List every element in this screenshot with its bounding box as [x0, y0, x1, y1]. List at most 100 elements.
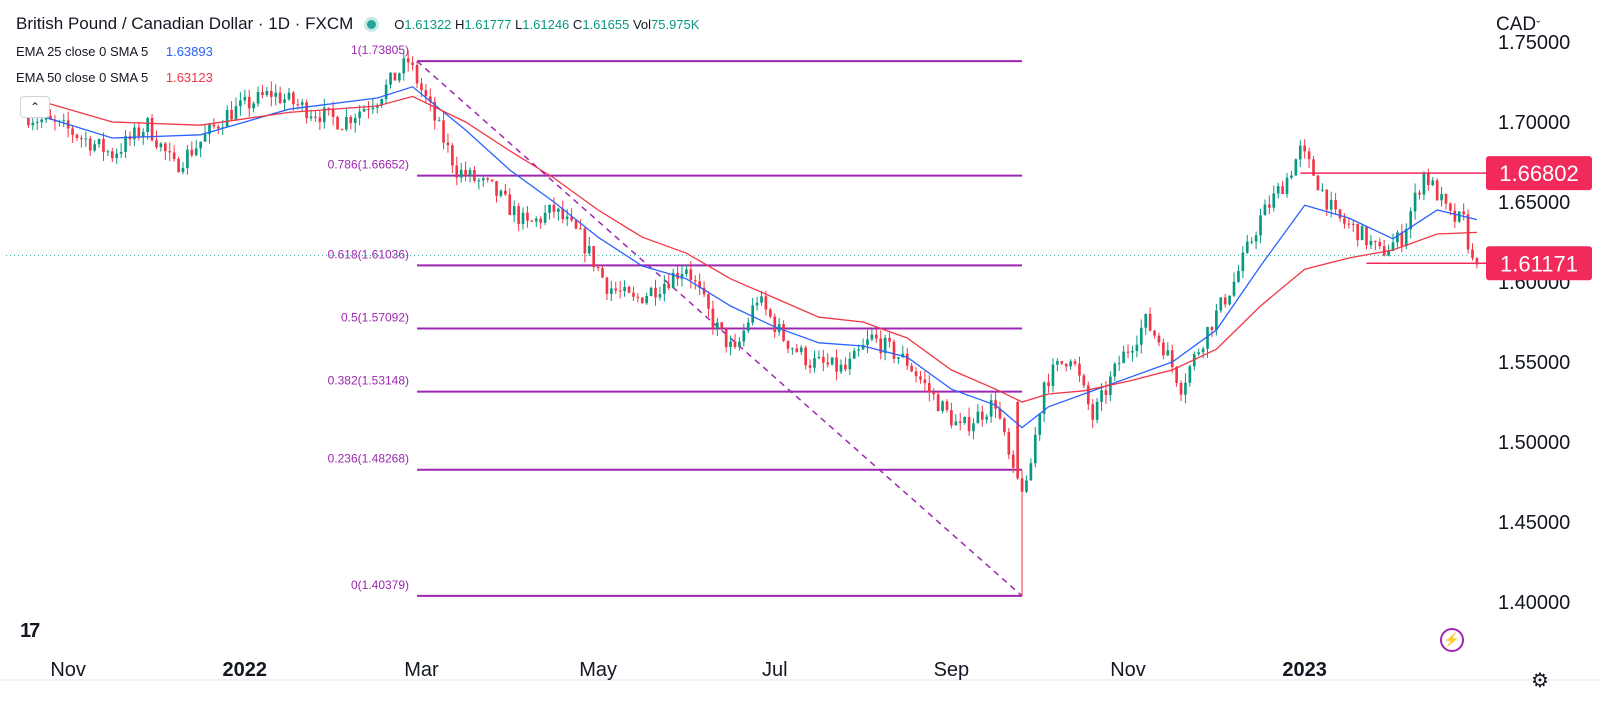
candle-body — [1453, 210, 1457, 222]
candle-body — [945, 401, 949, 411]
candle-body — [565, 216, 569, 220]
market-status-icon — [367, 19, 377, 29]
candle-body — [1215, 310, 1218, 330]
candle-body — [852, 350, 856, 359]
candle-body — [1462, 211, 1465, 215]
symbol-title[interactable]: British Pound / Canadian Dollar · 1D · F… — [16, 14, 354, 33]
candle-body — [1025, 480, 1028, 492]
fib-level-label: 0.236(1.48268) — [328, 452, 409, 466]
candle-body — [495, 181, 498, 196]
candle-body — [1268, 204, 1271, 208]
candle-body — [729, 341, 732, 348]
candle-body — [1219, 297, 1223, 311]
candle-body — [230, 109, 233, 120]
candle-body — [786, 340, 790, 349]
chevron-up-icon[interactable]: ⌃ — [20, 96, 50, 118]
candle-body — [1091, 404, 1095, 420]
candle-body — [349, 116, 353, 124]
high-value: 1.61777 — [464, 16, 512, 32]
candle-body — [442, 120, 445, 143]
candle-body — [287, 92, 291, 100]
low-value: 1.61246 — [522, 16, 570, 32]
candle-body — [481, 178, 485, 181]
candle-body — [1431, 180, 1435, 186]
candle-body — [905, 353, 909, 366]
candle-body — [155, 140, 158, 148]
candle-body — [658, 293, 662, 298]
fib-level-label: 0.382(1.53148) — [328, 374, 409, 388]
candle-body — [1011, 454, 1015, 468]
candle-body — [1250, 241, 1254, 243]
candle-body — [605, 277, 609, 294]
candle-body — [265, 90, 269, 96]
volume-value: 75.975K — [651, 16, 700, 32]
candle-body — [1056, 361, 1059, 365]
candle-body — [574, 220, 578, 229]
candle-body — [199, 141, 202, 149]
candle-body — [583, 228, 587, 254]
indicator-ema25[interactable]: EMA 25 close 0 SMA 5 1.63893 — [16, 44, 213, 59]
candle-body — [1139, 327, 1143, 345]
candle-body — [512, 206, 516, 215]
candle-body — [27, 114, 30, 126]
candle-body — [1466, 214, 1470, 250]
currency-menu[interactable]: CADˇ — [1496, 14, 1540, 36]
candle-body — [1228, 295, 1231, 305]
candle-body — [1104, 390, 1108, 396]
candle-body — [976, 411, 980, 424]
candle-body — [225, 109, 229, 128]
candle-body — [477, 180, 481, 182]
candle-body — [1188, 366, 1192, 383]
y-tick-label: 1.40000 — [1498, 592, 1570, 614]
gear-icon[interactable]: ⚙ — [1531, 670, 1549, 692]
candle-body — [1259, 215, 1262, 236]
indicator-ema50[interactable]: EMA 50 close 0 SMA 5 1.63123 — [16, 70, 213, 85]
candle-body — [1179, 382, 1183, 395]
candle-body — [1396, 232, 1399, 243]
candle-body — [1391, 242, 1395, 251]
candle-body — [80, 138, 83, 140]
candle-body — [570, 216, 573, 221]
y-tick-label: 1.70000 — [1498, 112, 1570, 134]
candle-body — [954, 421, 958, 426]
candle-body — [640, 297, 644, 304]
x-tick-label: 2022 — [223, 659, 268, 681]
candle-body — [795, 348, 799, 352]
indicator-value: 1.63893 — [165, 44, 213, 59]
candle-body — [923, 379, 927, 384]
candle-body — [941, 401, 944, 412]
ema50-line — [23, 95, 1477, 403]
lightning-icon[interactable]: ⚡ — [1440, 628, 1464, 652]
candle-body — [645, 295, 649, 304]
tradingview-logo[interactable]: 17 — [20, 620, 40, 642]
candle-body — [62, 120, 66, 122]
candle-body — [698, 281, 701, 288]
candle-body — [384, 84, 388, 100]
candle-body — [1374, 240, 1377, 243]
candle-body — [870, 334, 874, 340]
candle-body — [1126, 351, 1130, 353]
y-tick-label: 1.45000 — [1498, 512, 1570, 534]
candle-body — [1166, 350, 1170, 356]
candle-body — [159, 143, 163, 148]
candle-body — [733, 341, 737, 347]
candle-body — [746, 322, 750, 331]
candle-body — [663, 283, 666, 294]
candle-body — [1241, 252, 1245, 272]
candle-body — [557, 208, 560, 212]
candle-body — [998, 408, 1002, 419]
candle-body — [1086, 385, 1090, 405]
candle-body — [239, 100, 242, 107]
candle-body — [402, 58, 406, 74]
candle-body — [124, 136, 127, 152]
candle-body — [1316, 175, 1320, 191]
candle-body — [216, 126, 220, 129]
candle-body — [897, 357, 900, 359]
candle-body — [967, 417, 971, 432]
candle-body — [1272, 193, 1276, 208]
candle-body — [1457, 211, 1461, 222]
candle-body — [93, 144, 96, 151]
candle-body — [274, 92, 278, 97]
